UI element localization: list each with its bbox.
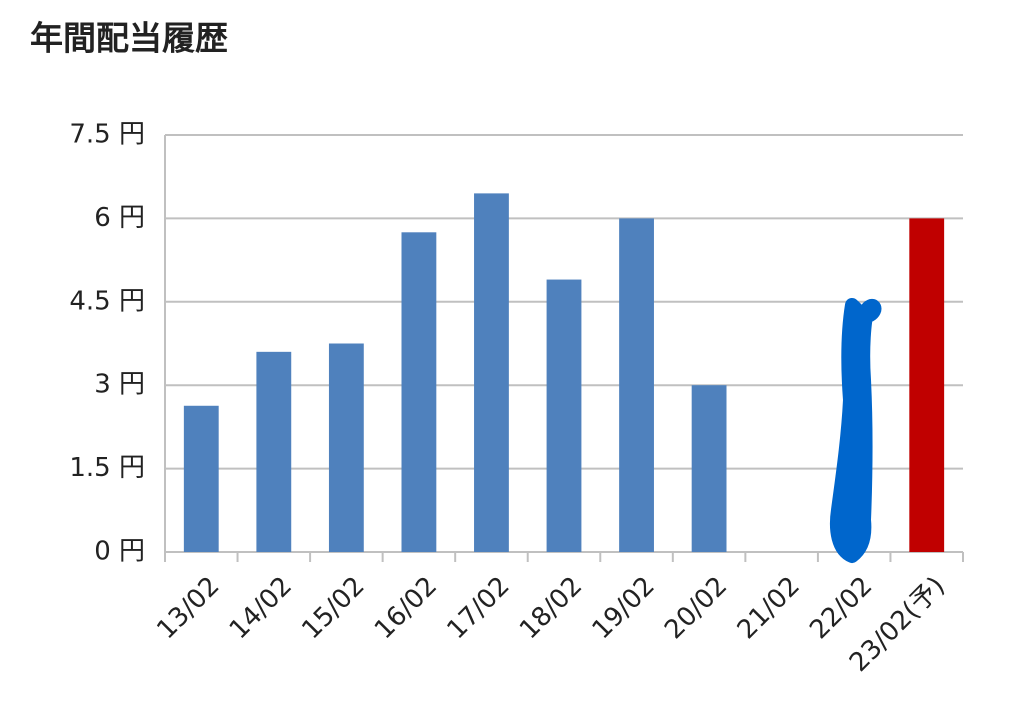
bar [328, 343, 364, 552]
y-tick-label: 7.5 円 [69, 120, 145, 150]
x-tick-label: 19/02 [587, 571, 661, 645]
bar [691, 385, 727, 552]
x-tick-label: 15/02 [296, 571, 370, 645]
chart-title: 年間配当履歴 [30, 19, 228, 58]
y-tick-label: 0 円 [94, 537, 145, 567]
y-tick-label: 1.5 円 [69, 453, 145, 483]
y-tick-label: 6 円 [94, 203, 145, 233]
bar [909, 218, 945, 552]
x-tick-label: 16/02 [369, 571, 443, 645]
bar [256, 351, 292, 552]
x-tick-label: 21/02 [732, 571, 806, 645]
scribble [829, 298, 882, 563]
bar [546, 279, 582, 552]
x-tick-label: 13/02 [151, 571, 225, 645]
x-tick-label: 20/02 [659, 571, 733, 645]
bar [401, 232, 437, 553]
y-tick-label: 3 円 [94, 370, 145, 400]
bar [619, 218, 654, 552]
bar [183, 405, 219, 552]
x-tick-label: 17/02 [442, 571, 516, 645]
x-tick-label: 14/02 [224, 571, 298, 645]
bar [474, 193, 509, 552]
plot: 0 円1.5 円3 円4.5 円6 円7.5 円13/0214/0215/021… [69, 120, 964, 678]
y-tick-label: 4.5 円 [69, 286, 145, 316]
x-tick-label: 18/02 [514, 571, 588, 645]
